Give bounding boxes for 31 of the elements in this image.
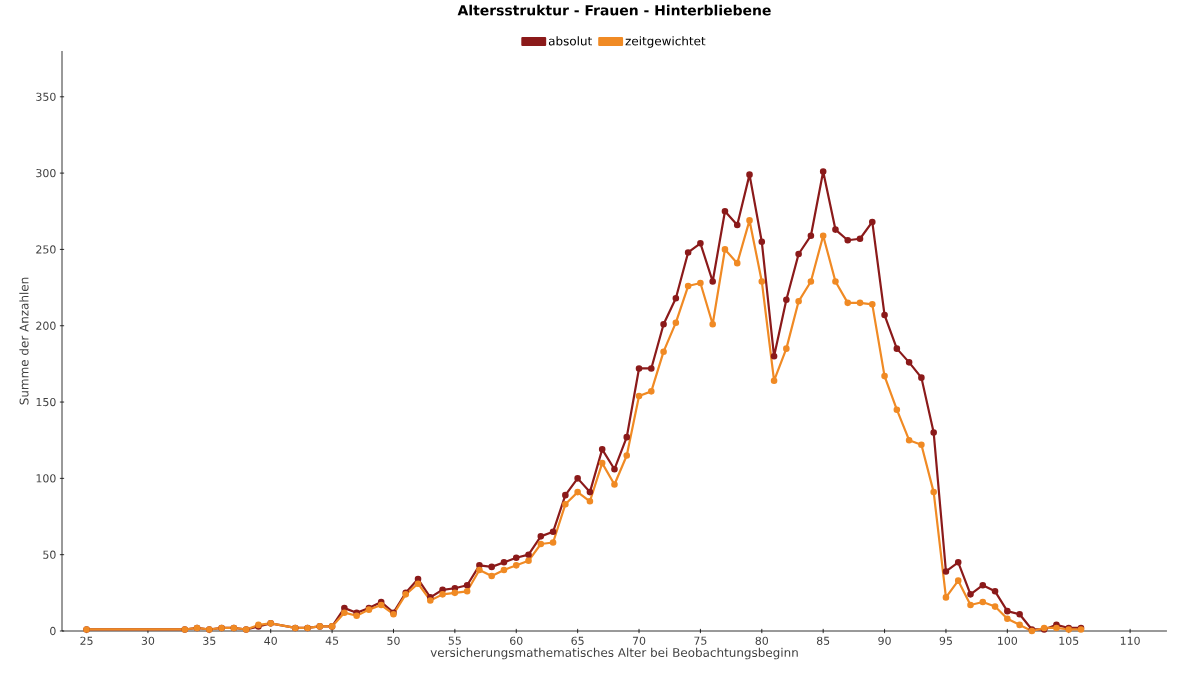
- x-tick-label: 65: [571, 636, 584, 645]
- x-tick-label: 85: [816, 636, 830, 645]
- x-axis-title: versicherungsmathematisches Alter bei Beobachtungsbeginn: [430, 647, 798, 660]
- y-tick-label: 150: [36, 397, 56, 407]
- x-tick-label: 60: [510, 636, 523, 645]
- x-tick-label: 90: [878, 636, 891, 645]
- y-tick-label: 350: [36, 92, 56, 101]
- x-tick-label: 30: [141, 636, 155, 645]
- x-tick-label: 35: [203, 636, 216, 645]
- x-tick-label: 75: [694, 636, 707, 645]
- y-tick-label: 100: [36, 474, 56, 483]
- x-tick-label: 40: [264, 636, 277, 645]
- chart-title: Altersstruktur - Frauen - Hinterbliebene: [457, 4, 771, 16]
- y-tick-label: 200: [36, 321, 56, 330]
- y-tick-label: 0: [50, 626, 56, 636]
- x-tick-label: 105: [1059, 636, 1079, 645]
- x-tick-label: 80: [755, 636, 769, 645]
- x-tick-label: 25: [80, 636, 93, 645]
- y-tick-label: 50: [43, 550, 56, 559]
- x-tick-label: 110: [1120, 636, 1140, 645]
- x-tick-label: 100: [998, 636, 1018, 645]
- x-tick-label: 55: [448, 636, 461, 645]
- legend-label: absolut: [548, 36, 592, 46]
- x-tick-label: 45: [325, 636, 339, 645]
- x-tick-label: 50: [387, 636, 400, 645]
- x-tick-label: 95: [939, 636, 952, 645]
- y-axis-title: Summe der Anzahlen: [19, 277, 29, 405]
- legend-label: zeitgewichtet: [625, 36, 706, 48]
- y-tick-label: 300: [36, 168, 56, 178]
- y-tick-label: 250: [36, 245, 56, 254]
- x-tick-label: 70: [632, 636, 646, 645]
